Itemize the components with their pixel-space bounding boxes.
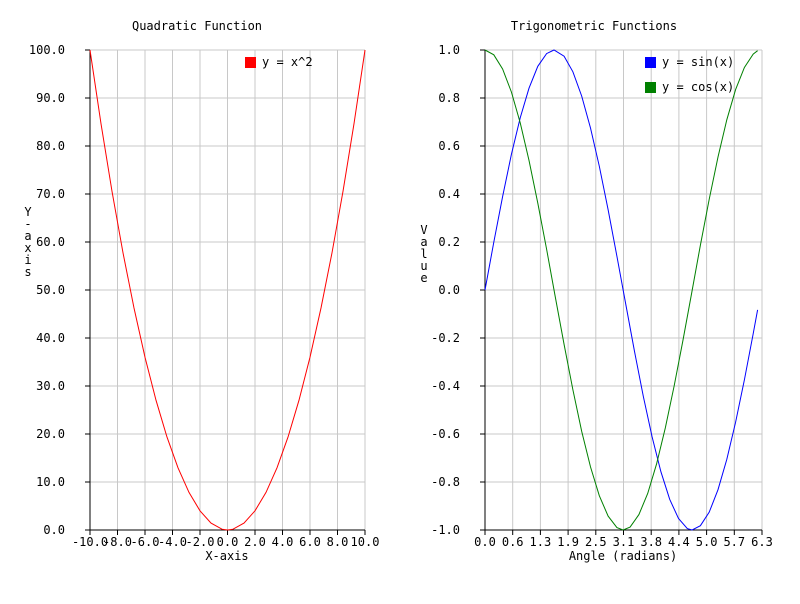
legend-label-cos: y = cos(x)	[662, 80, 734, 94]
trig-y-tick-labels: -1.0 -0.8 -0.6 -0.4 -0.2 0.0 0.2 0.4 0.6 0.8 1.0	[431, 43, 460, 537]
trig-legend: y = sin(x) y = cos(x)	[645, 55, 734, 94]
trig-y-tick-label: 0.8	[438, 91, 460, 105]
quadratic-grid	[89, 49, 366, 531]
quadratic-x-tick-label: 8.0	[327, 535, 349, 549]
trig-x-axis-label: Angle (radians)	[569, 549, 677, 563]
trig-axes	[480, 49, 763, 535]
trig-x-tick-label: 2.5	[585, 535, 607, 549]
quadratic-y-axis-label: Y -a x i s	[24, 205, 32, 279]
trig-series-line-1	[484, 49, 758, 531]
quadratic-y-tick-labels: 0.0 10.0 20.0 30.0 40.0 50.0 60.0 70.0 80.0 90.0 1…	[29, 43, 65, 537]
trig-x-tick-label: 3.8	[640, 535, 662, 549]
trig-x-tick-label: 4.4	[668, 535, 690, 549]
trig-y-tick-label: 1.0	[438, 43, 460, 57]
trig-x-tick-label: 5.0	[696, 535, 718, 549]
quadratic-y-tick-label: 100.0	[29, 43, 65, 57]
quadratic-x-tick-label: -8.0	[103, 535, 132, 549]
legend-label-quadratic: y = x^2	[262, 55, 313, 69]
trig-y-tick-label: 0.4	[438, 187, 460, 201]
quadratic-y-tick-label: 0.0	[43, 523, 65, 537]
trig-y-tick-label: -0.8	[431, 475, 460, 489]
quadratic-chart: -10.0-8.0-6.0-4.0-2.0 0.0 2.0 4.0 6.0 8.0 10.0…	[24, 19, 379, 563]
quadratic-x-tick-labels: -10.0-8.0-6.0-4.0-2.0 0.0 2.0 4.0 6.0 8.0 10.0	[72, 535, 380, 549]
legend-swatch-cos	[645, 82, 656, 93]
trig-x-tick-labels: 0.0 0.6 1.3 1.9 2.5 3.1 3.8 4.4 5.0 5.7 6.3	[474, 535, 773, 549]
quadratic-x-tick-label: 0.0	[217, 535, 239, 549]
quadratic-x-tick-label: -10.0	[72, 535, 108, 549]
trig-x-tick-label: 6.3	[751, 535, 773, 549]
trig-y-tick-label: 0.6	[438, 139, 460, 153]
quadratic-x-tick-label: -2.0	[186, 535, 215, 549]
quadratic-x-tick-label: 10.0	[351, 535, 380, 549]
legend-swatch-sin	[645, 57, 656, 68]
quadratic-series-line-0	[89, 49, 366, 531]
trig-series	[484, 49, 759, 531]
quadratic-y-tick-label: 80.0	[36, 139, 65, 153]
trig-y-tick-label: -0.2	[431, 331, 460, 345]
trig-y-tick-label: -0.6	[431, 427, 460, 441]
trig-title: Trigonometric Functions	[511, 19, 677, 33]
quadratic-title: Quadratic Function	[132, 19, 262, 33]
quadratic-x-tick-label: -6.0	[131, 535, 160, 549]
quadratic-y-tick-label: 20.0	[36, 427, 65, 441]
legend-label-sin: y = sin(x)	[662, 55, 734, 69]
trig-chart: 0.0 0.6 1.3 1.9 2.5 3.1 3.8 4.4 5.0 5.7 6.3 -1.0 -0…	[420, 19, 772, 563]
trig-x-tick-label: 0.6	[502, 535, 524, 549]
trig-x-tick-label: 1.9	[557, 535, 579, 549]
quadratic-x-axis-label: X-axis	[205, 549, 248, 563]
trig-y-tick-label: -1.0	[431, 523, 460, 537]
quadratic-y-tick-label: 60.0	[36, 235, 65, 249]
quadratic-x-tick-label: 2.0	[244, 535, 266, 549]
quadratic-x-tick-label: 6.0	[299, 535, 321, 549]
trig-y-tick-label: 0.2	[438, 235, 460, 249]
trig-series-line-0	[484, 49, 759, 531]
trig-y-tick-label: -0.4	[431, 379, 460, 393]
quadratic-x-tick-label: -4.0	[158, 535, 187, 549]
quadratic-legend: y = x^2	[245, 55, 313, 69]
quadratic-y-tick-label: 70.0	[36, 187, 65, 201]
trig-x-tick-label: 0.0	[474, 535, 496, 549]
quadratic-y-tick-label: 30.0	[36, 379, 65, 393]
trig-x-tick-label: 1.3	[530, 535, 552, 549]
quadratic-y-tick-label: 10.0	[36, 475, 65, 489]
quadratic-y-tick-label: 90.0	[36, 91, 65, 105]
trig-x-tick-label: 3.1	[613, 535, 635, 549]
trig-x-tick-label: 5.7	[723, 535, 745, 549]
legend-swatch-quadratic	[245, 57, 256, 68]
quadratic-series	[89, 49, 366, 531]
quadratic-axes	[85, 49, 366, 535]
quadratic-y-tick-label: 40.0	[36, 331, 65, 345]
quadratic-y-tick-label: 50.0	[36, 283, 65, 297]
trig-y-tick-label: 0.0	[438, 283, 460, 297]
quadratic-x-tick-label: 4.0	[272, 535, 294, 549]
